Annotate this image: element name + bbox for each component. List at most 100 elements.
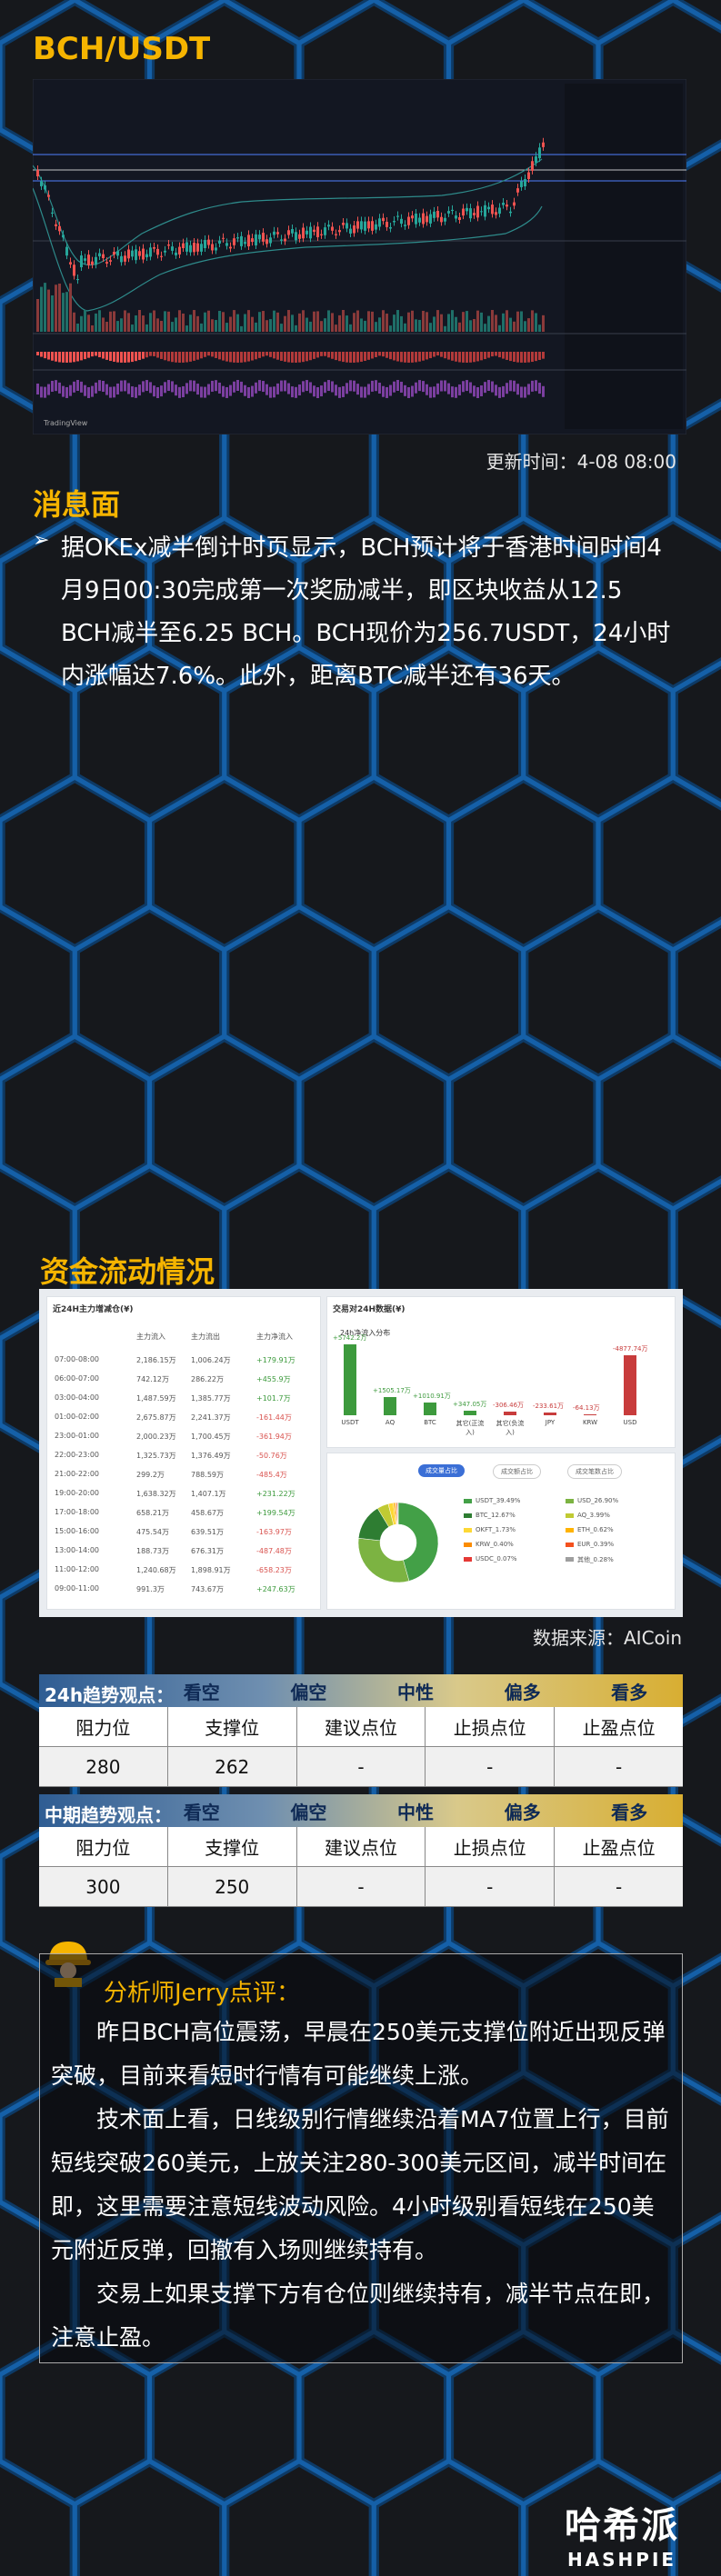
bar-value-label: -64.13万 bbox=[573, 1404, 600, 1413]
volume-bar bbox=[175, 317, 177, 332]
volume-bar bbox=[236, 314, 239, 332]
volume-bar bbox=[447, 314, 450, 332]
rsi-bar bbox=[331, 381, 334, 393]
candle-body bbox=[273, 231, 275, 235]
column-header: 建议点位 bbox=[295, 1707, 426, 1746]
rsi-bar bbox=[58, 382, 61, 394]
candle-body bbox=[171, 246, 174, 251]
flow-value: 742.12万 bbox=[136, 1375, 169, 1383]
rsi-bar bbox=[516, 384, 519, 395]
volume-bar bbox=[516, 311, 519, 332]
volume-bar bbox=[58, 284, 61, 332]
logo-name: 哈希派 bbox=[565, 2505, 679, 2547]
macd-bar bbox=[407, 352, 410, 363]
volume-bar bbox=[138, 310, 141, 332]
bar-title: 24h净流入分布 bbox=[340, 1329, 391, 1337]
volume-bar bbox=[324, 318, 326, 332]
candle-body bbox=[411, 215, 414, 219]
rsi-bar bbox=[429, 386, 432, 398]
macd-bar bbox=[200, 352, 203, 359]
macd-bar bbox=[149, 352, 152, 356]
bar bbox=[624, 1354, 636, 1415]
macd-bar bbox=[331, 352, 334, 359]
volume-bar bbox=[509, 317, 512, 332]
candle-body bbox=[138, 251, 141, 256]
rsi-bar bbox=[284, 380, 286, 392]
rsi-bar bbox=[404, 384, 406, 396]
volume-bar bbox=[98, 310, 101, 332]
candle-body bbox=[407, 216, 410, 225]
candle-body bbox=[349, 228, 352, 234]
volume-bar bbox=[349, 324, 352, 332]
rsi-bar bbox=[244, 384, 246, 396]
candle-body bbox=[73, 265, 75, 276]
macd-bar bbox=[469, 352, 472, 363]
volume-bar bbox=[84, 310, 86, 332]
rsi-bar bbox=[276, 383, 279, 394]
volume-bar bbox=[320, 321, 323, 332]
candle-body bbox=[473, 213, 476, 215]
candle-body bbox=[284, 238, 286, 242]
volume-bar bbox=[233, 310, 235, 332]
rsi-bar bbox=[87, 386, 90, 398]
macd-bar bbox=[327, 352, 330, 358]
volume-bar bbox=[251, 316, 254, 332]
flow-value: 639.51万 bbox=[191, 1528, 224, 1536]
volume-bar bbox=[520, 311, 523, 332]
rsi-bar bbox=[127, 383, 130, 394]
rsi-bar bbox=[116, 383, 119, 394]
volume-bar bbox=[215, 320, 217, 332]
rsi-bar bbox=[455, 386, 457, 398]
rsi-bar bbox=[280, 380, 283, 392]
volume-bar bbox=[91, 324, 94, 332]
volume-bar bbox=[284, 315, 286, 332]
rsi-bar bbox=[386, 386, 388, 398]
candle-body bbox=[491, 205, 494, 215]
rsi-bar bbox=[451, 386, 454, 398]
section-title: 资金流动情况 bbox=[40, 1254, 215, 1289]
volume-bar bbox=[207, 310, 210, 332]
volume-bar bbox=[386, 314, 388, 332]
volume-bar bbox=[164, 311, 166, 332]
rsi-bar bbox=[524, 386, 526, 398]
rsi-bar bbox=[415, 382, 417, 394]
volume-bar bbox=[171, 322, 174, 332]
candle-body bbox=[506, 205, 508, 207]
candle-body bbox=[302, 227, 305, 239]
rsi-bar bbox=[262, 381, 265, 393]
bar bbox=[384, 1396, 396, 1415]
analyst-title: 分析师Jerry点评： bbox=[104, 1980, 300, 2007]
rsi-bar bbox=[349, 380, 352, 392]
trend-scale: 看多 bbox=[611, 1681, 648, 1703]
candle-body bbox=[280, 239, 283, 241]
macd-bar bbox=[513, 352, 516, 363]
candle-body bbox=[513, 202, 516, 206]
volume-bar bbox=[69, 283, 72, 332]
rsi-bar bbox=[353, 380, 355, 392]
volume-bar bbox=[276, 312, 279, 332]
rsi-bar bbox=[80, 381, 83, 393]
legend-swatch bbox=[566, 1543, 574, 1547]
rsi-bar bbox=[189, 380, 192, 392]
macd-bar bbox=[476, 352, 479, 362]
rsi-bar bbox=[98, 380, 101, 392]
card-title: 近24H主力增减仓(¥) bbox=[53, 1305, 134, 1314]
flow-value: 188.73万 bbox=[136, 1547, 169, 1555]
fund-flow-panel: 近24H主力增减仓(¥) 主力流入 主力流出 主力净流入 07:00-08:00 2,1… bbox=[39, 1289, 683, 1617]
paragraph: 技术面上看，日线级别行情继续沿着MA7位置上行，目前短线突破260美元，上放关注… bbox=[51, 2106, 669, 2263]
macd-bar bbox=[447, 352, 450, 360]
legend-label: KRW_0.40% bbox=[476, 1541, 514, 1548]
trend-scale: 偏空 bbox=[290, 1801, 327, 1823]
volume-bar bbox=[418, 319, 421, 332]
candle-body bbox=[509, 211, 512, 214]
price-chart-screenshot: TradingView bbox=[33, 79, 686, 434]
candle-body bbox=[440, 216, 443, 223]
macd-bar bbox=[182, 352, 185, 363]
candle-body bbox=[102, 254, 105, 259]
bar-value-label: +1505.17万 bbox=[373, 1386, 411, 1394]
flow-value: 1,638.32万 bbox=[136, 1490, 176, 1498]
candle-body bbox=[502, 203, 505, 205]
card-title: 交易对24H数据(¥) bbox=[333, 1305, 406, 1314]
legend-swatch bbox=[464, 1513, 472, 1518]
candle-body bbox=[531, 161, 534, 171]
